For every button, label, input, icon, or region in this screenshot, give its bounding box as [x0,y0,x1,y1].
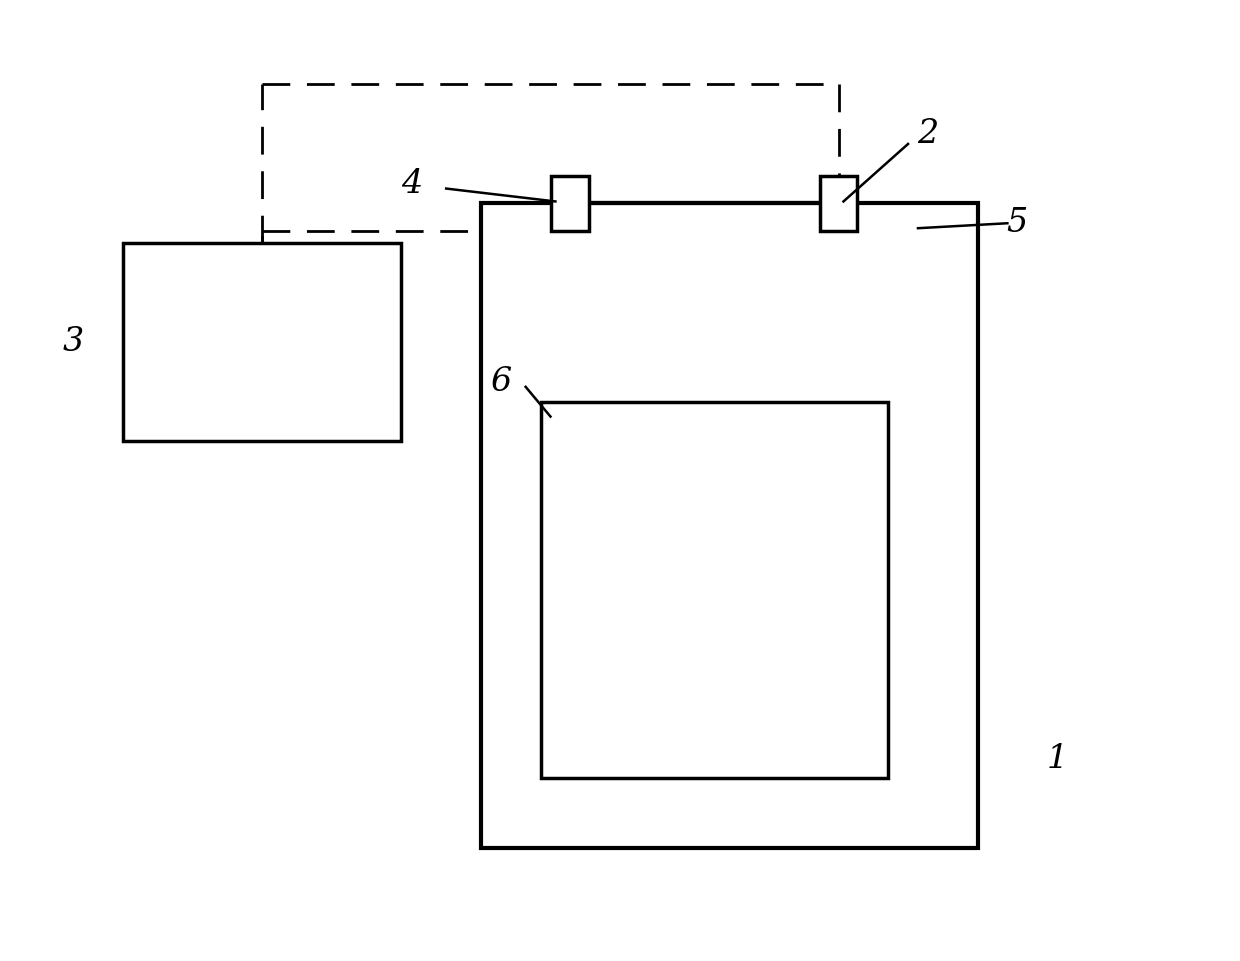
Bar [541,402,888,778]
Text: 6: 6 [490,366,511,398]
Bar [552,176,589,231]
Text: 5: 5 [1007,208,1028,239]
Text: 4: 4 [401,167,422,200]
Text: 2: 2 [918,118,939,150]
Text: 1: 1 [1047,743,1068,775]
Bar [820,176,857,231]
Bar [481,204,977,848]
Text: 3: 3 [63,326,84,358]
Bar [123,243,402,441]
